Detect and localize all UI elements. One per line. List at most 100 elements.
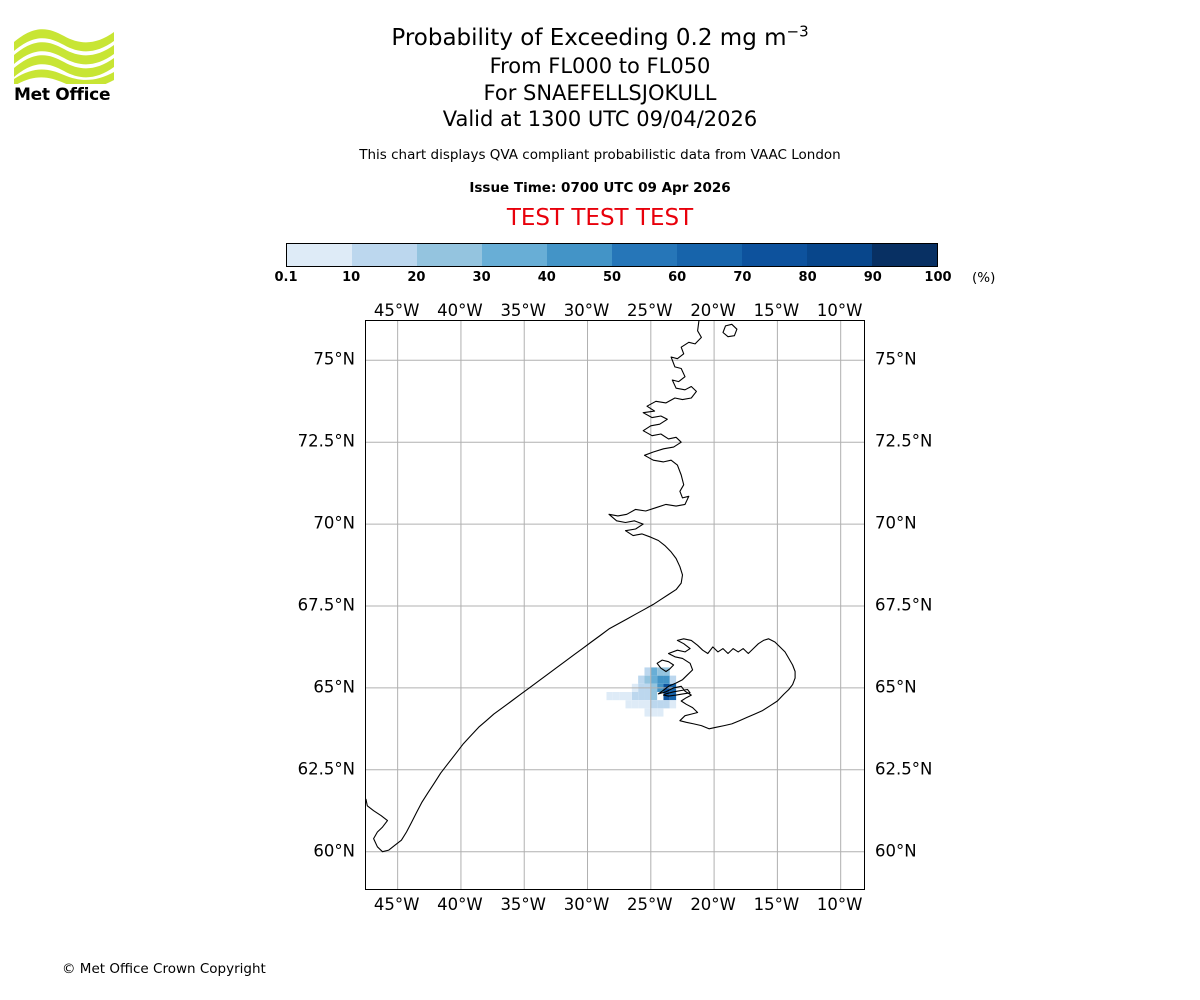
test-banner: TEST TEST TEST [506, 204, 694, 231]
ash-cell [657, 700, 664, 709]
lon-label-top: 35°W [500, 301, 546, 320]
map-container [365, 320, 865, 890]
colorbar-tick-30: 30 [472, 270, 491, 285]
chart-header: Probability of Exceeding 0.2 mg m−3 From… [0, 24, 1200, 231]
valid-time: Valid at 1300 UTC 09/04/2026 [442, 107, 758, 131]
map-frame [365, 320, 865, 890]
lat-label-left: 75°N [313, 349, 355, 369]
colorbar-tick-labels: 0.1 10 20 30 40 50 60 70 80 90 100 [274, 267, 951, 289]
lon-label-bottom: 45°W [373, 895, 420, 914]
ash-cell [657, 675, 664, 684]
ash-cell [650, 667, 658, 676]
lon-label-bottom: 15°W [753, 895, 800, 914]
lon-label-bottom: 25°W [627, 895, 673, 914]
lat-label-left: 72.5°N [297, 431, 355, 451]
lat-label-right: 65°N [875, 677, 917, 697]
ash-cell [663, 700, 670, 709]
ash-cell [644, 691, 651, 701]
westfjords-coast [656, 659, 675, 673]
data-source-disclaimer: This chart displays QVA compliant probab… [359, 146, 841, 163]
ash-cell [631, 691, 639, 701]
colorbar-tick-10: 10 [342, 270, 361, 285]
ash-cell [638, 700, 645, 709]
lat-label-right: 70°N [875, 513, 917, 533]
colorbar-band-9 [872, 244, 937, 266]
logo-wave-band-2 [14, 42, 114, 65]
lat-label-right: 60°N [875, 841, 917, 861]
lon-label-top: 45°W [373, 301, 420, 320]
colorbar-tick-50: 50 [602, 270, 622, 285]
flight-level-range: From FL000 to FL050 [489, 54, 711, 78]
issue-time: Issue Time: 0700 UTC 09 Apr 2026 [469, 179, 731, 196]
lon-label-top: 20°W [690, 301, 736, 320]
colorbar-band-3 [482, 244, 547, 266]
map-gridlines [366, 321, 864, 889]
lat-label-left: 65°N [313, 677, 355, 697]
map-plot [366, 321, 864, 889]
iceland-coast [657, 638, 796, 730]
ash-cell [650, 708, 658, 717]
colorbar-tick-100: 100 [924, 270, 952, 285]
colorbar-tick-80: 80 [798, 270, 817, 285]
ash-cell [644, 667, 651, 676]
lat-label-right: 75°N [875, 349, 917, 369]
ash-cell [606, 691, 613, 701]
lon-label-bottom: 30°W [563, 895, 610, 914]
met-office-wave-mark [14, 29, 114, 84]
probability-colorbar: 0.1 10 20 30 40 50 60 70 80 90 100 [274, 243, 952, 285]
ash-cell [669, 675, 677, 684]
logo-wave-band-3 [14, 55, 114, 78]
lat-label-left: 62.5°N [297, 759, 355, 779]
lon-label-bottom: 20°W [690, 895, 736, 914]
title-exponent: −3 [786, 22, 809, 41]
ash-cell [631, 700, 639, 709]
colorbar-tick-60: 60 [668, 270, 687, 285]
coastlines [366, 321, 796, 853]
title-text: Probability of Exceeding 0.2 mg m [391, 25, 787, 51]
colorbar-tick-0.1: 0.1 [274, 270, 298, 285]
ash-cell [650, 700, 658, 709]
colorbar-band-7 [742, 244, 807, 266]
ash-cell [669, 700, 677, 709]
colorbar-tick-90: 90 [863, 270, 882, 285]
ash-cell [638, 675, 645, 684]
colorbar-unit-label: (%) [972, 270, 996, 286]
logo-wave-band-1 [14, 29, 114, 52]
colorbar-gradient [286, 243, 938, 267]
colorbar-tick-70: 70 [733, 270, 752, 285]
lon-label-bottom: 35°W [500, 895, 546, 914]
ash-cell [650, 691, 658, 701]
logo-wave-band-4 [14, 69, 114, 84]
colorbar-tick-20: 20 [407, 270, 426, 285]
ash-cell [625, 691, 632, 701]
snaefellsnes-peninsula [662, 688, 691, 697]
ash-cell [619, 691, 626, 701]
ash-cell [644, 708, 651, 717]
met-office-logo-text: Met Office [14, 85, 111, 105]
ash-cell [612, 691, 620, 701]
ash-cell [650, 675, 658, 684]
lon-label-top: 25°W [627, 301, 673, 320]
greenland-coast [366, 321, 702, 853]
lat-label-right: 67.5°N [875, 595, 933, 615]
copyright-notice: © Met Office Crown Copyright [62, 961, 266, 977]
page-title: Probability of Exceeding 0.2 mg m−3 [0, 24, 1200, 53]
lon-label-bottom: 10°W [816, 895, 863, 914]
volcano-name: For SNAEFELLSJOKULL [483, 80, 717, 105]
lat-label-right: 62.5°N [875, 759, 933, 779]
small-island-coast [722, 323, 738, 338]
lat-label-right: 72.5°N [875, 431, 933, 451]
colorbar-band-0 [287, 244, 352, 266]
ash-cell [638, 691, 645, 701]
colorbar-band-1 [352, 244, 417, 266]
lon-label-top: 15°W [753, 301, 800, 320]
colorbar-band-2 [417, 244, 482, 266]
lon-label-bottom: 40°W [437, 895, 483, 914]
ash-cell [669, 691, 677, 701]
ash-cell [663, 675, 670, 684]
lat-label-left: 70°N [313, 513, 355, 533]
met-office-logo: Met Office [12, 26, 122, 116]
colorbar-band-4 [547, 244, 612, 266]
lat-label-left: 60°N [313, 841, 355, 861]
colorbar-tick-40: 40 [537, 270, 556, 285]
